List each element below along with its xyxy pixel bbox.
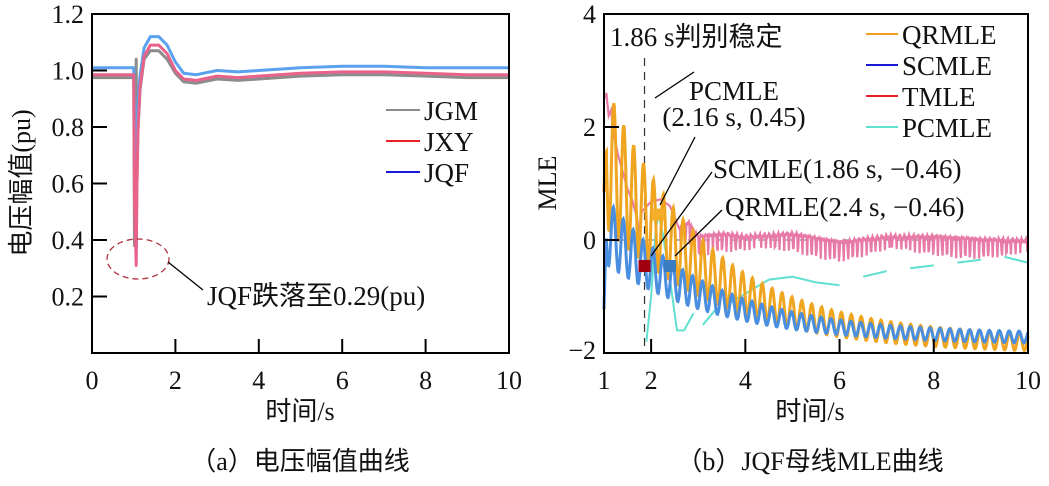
x-tick-label: 2 xyxy=(645,366,658,395)
series-line-scmle xyxy=(602,202,1030,345)
panel-b-mle-chart: 1 2 4 6 8 10 −2 0 2 4 1.86 s判别稳定 PCMLE (2.16 s, 0… xyxy=(533,0,1041,476)
panel-b-annotation-pcmle-name: PCMLE xyxy=(689,76,779,106)
y-tick-label: 4 xyxy=(583,0,596,29)
panel-b-annotation-pcmle-coords: (2.16 s, 0.45) xyxy=(662,102,805,132)
panel-a-y-axis-label: 电压幅值(pu) xyxy=(7,109,36,256)
panel-b-annotation-scmle: SCMLE(1.86 s, −0.46) xyxy=(713,154,961,184)
x-tick-label: 1 xyxy=(598,366,611,395)
y-tick-label: 1.0 xyxy=(52,57,85,86)
legend-label-qrmle: QRMLE xyxy=(902,20,997,50)
panel-b-markers xyxy=(638,208,676,272)
series-line-pcmle xyxy=(957,258,982,264)
series-line-pcmle xyxy=(862,270,887,278)
x-tick-label: 8 xyxy=(419,366,432,395)
x-tick-label: 6 xyxy=(833,366,846,395)
panel-a-annotation-leader xyxy=(167,261,204,291)
panel-b-plot-frame xyxy=(603,13,1029,354)
legend-label-scmle: SCMLE xyxy=(902,51,992,81)
x-tick-label: 4 xyxy=(252,366,265,395)
series-line-pcmle xyxy=(1004,255,1029,264)
panel-a-voltage-chart: 0 2 4 6 8 10 0.2 0.4 0.6 0.8 1.0 1.2 JQF跌落至0.29(pu)… xyxy=(7,0,522,476)
y-tick-label: −2 xyxy=(568,336,596,365)
marker-pcmle xyxy=(652,208,665,221)
panel-a-annotation-dip: JQF跌落至0.29(pu) xyxy=(207,281,425,311)
y-tick-label: 2 xyxy=(583,113,596,142)
y-tick-label: 1.2 xyxy=(52,0,85,29)
x-tick-label: 6 xyxy=(336,366,349,395)
y-tick-label: 0.2 xyxy=(52,283,85,312)
legend-label-pcmle: PCMLE xyxy=(902,113,992,143)
x-tick-label: 0 xyxy=(86,366,99,395)
y-tick-label: 0 xyxy=(583,226,596,255)
y-tick-label: 0.6 xyxy=(52,170,85,199)
panel-b-x-axis-label: 时间/s xyxy=(775,397,844,426)
panel-a-series-group xyxy=(92,35,509,267)
panel-b-qrmle-leader xyxy=(674,209,723,257)
x-tick-label: 8 xyxy=(927,366,940,395)
legend-label-jgm: JGM xyxy=(424,96,478,126)
x-tick-label: 10 xyxy=(496,366,522,395)
legend-label-jxy: JXY xyxy=(424,127,474,157)
legend-label-jqf: JQF xyxy=(424,158,469,188)
panel-b-annotation-qrmle: QRMLE(2.4 s, −0.46) xyxy=(725,192,964,222)
x-tick-label: 2 xyxy=(169,366,182,395)
legend-label-tmle: TMLE xyxy=(902,82,976,112)
panel-b-pcmle-leader xyxy=(659,136,696,206)
panel-b-axis-ticks: 1 2 4 6 8 10 −2 0 2 4 xyxy=(568,0,1041,395)
series-line-pcmle xyxy=(768,275,840,287)
panel-b-vline-leader xyxy=(654,71,695,99)
series-line-pcmle xyxy=(645,213,695,342)
y-tick-label: 0.4 xyxy=(52,226,85,255)
panel-b-caption: （b）JQF母线MLE曲线 xyxy=(676,447,943,476)
series-line-pcmle xyxy=(910,264,934,270)
panel-b-scmle-leader xyxy=(650,171,713,257)
marker-tmle xyxy=(638,259,651,272)
x-tick-label: 10 xyxy=(1015,366,1041,395)
panel-a-dip-highlight-ellipse xyxy=(106,238,170,280)
panel-a-axis-ticks: 0 2 4 6 8 10 0.2 0.4 0.6 0.8 1.0 1.2 xyxy=(52,0,523,395)
panel-b-y-axis-label: MLE xyxy=(533,156,562,211)
marker-scmle xyxy=(663,259,676,272)
panel-b-annotation-stable-time: 1.86 s判别稳定 xyxy=(610,22,783,52)
series-line-jxy xyxy=(92,43,509,267)
panel-a-x-axis-label: 时间/s xyxy=(265,397,334,426)
y-tick-label: 0.8 xyxy=(52,113,85,142)
panel-a-caption: （a）电压幅值曲线 xyxy=(190,447,410,476)
x-tick-label: 4 xyxy=(739,366,752,395)
